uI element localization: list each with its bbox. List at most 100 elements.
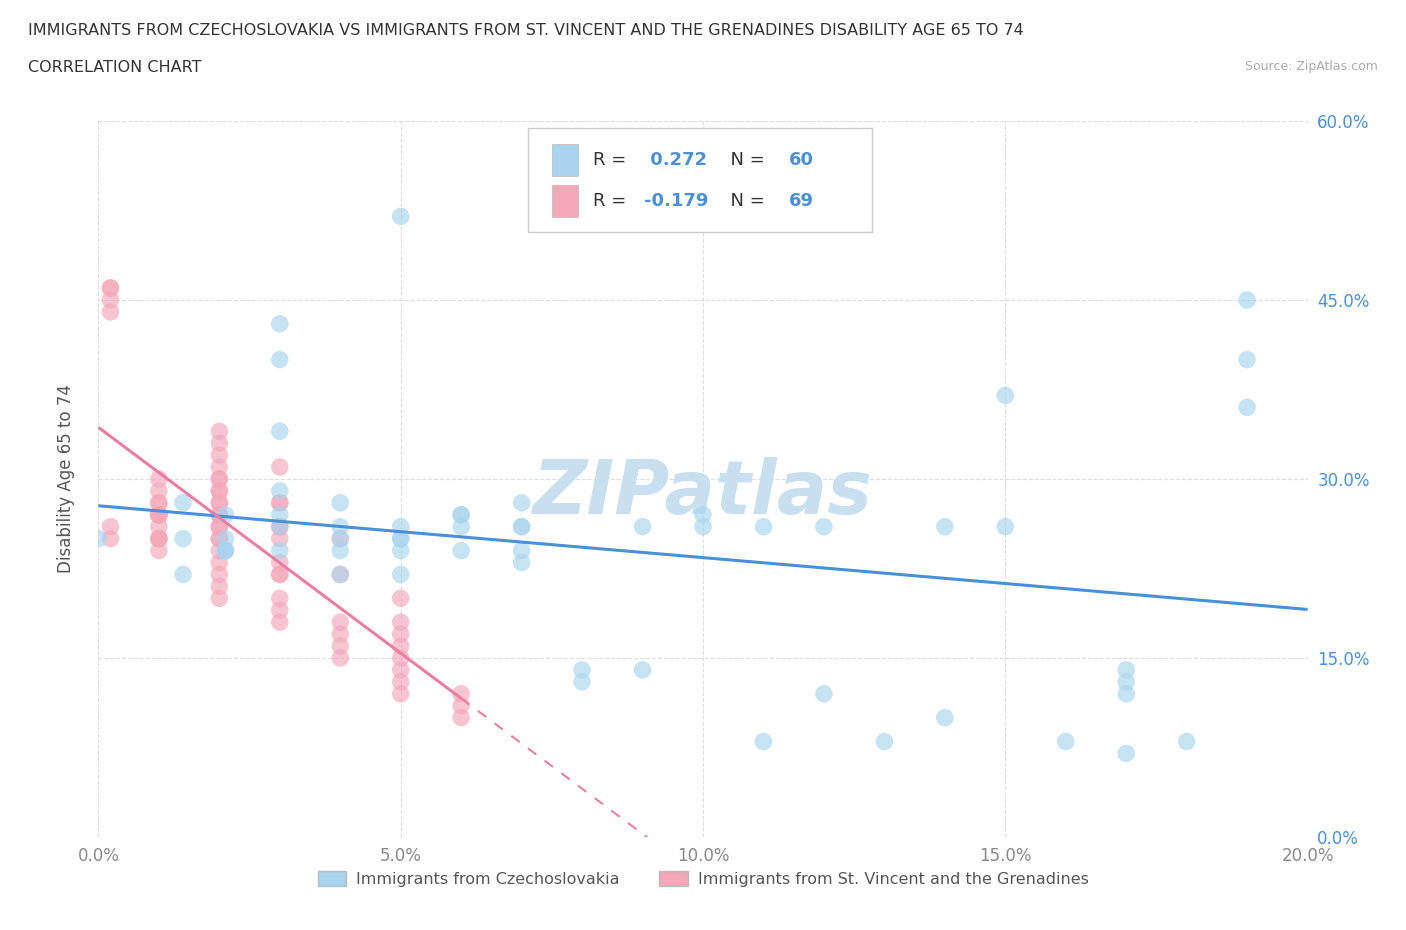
Point — [100, 304, 122, 319]
Point — [87, 531, 110, 546]
FancyBboxPatch shape — [527, 128, 872, 232]
Point — [172, 496, 194, 511]
Point — [208, 591, 231, 605]
Point — [692, 519, 714, 534]
Point — [208, 459, 231, 474]
Point — [208, 567, 231, 582]
Point — [994, 388, 1017, 403]
Point — [389, 651, 412, 666]
Text: IMMIGRANTS FROM CZECHOSLOVAKIA VS IMMIGRANTS FROM ST. VINCENT AND THE GRENADINES: IMMIGRANTS FROM CZECHOSLOVAKIA VS IMMIGR… — [28, 23, 1024, 38]
Point — [510, 543, 533, 558]
Point — [269, 555, 291, 570]
Point — [813, 686, 835, 701]
Point — [214, 543, 236, 558]
Point — [269, 531, 291, 546]
Point — [208, 472, 231, 486]
Point — [269, 567, 291, 582]
Point — [148, 531, 170, 546]
Point — [1115, 746, 1137, 761]
Point — [389, 674, 412, 689]
Text: 60: 60 — [789, 152, 814, 169]
Point — [389, 639, 412, 654]
Point — [100, 281, 122, 296]
Point — [994, 519, 1017, 534]
Point — [450, 543, 472, 558]
Point — [208, 472, 231, 486]
Point — [172, 531, 194, 546]
Point — [1115, 686, 1137, 701]
FancyBboxPatch shape — [551, 185, 578, 218]
Point — [148, 508, 170, 523]
Point — [1236, 400, 1258, 415]
Point — [148, 531, 170, 546]
Point — [100, 519, 122, 534]
Point — [269, 496, 291, 511]
Point — [100, 292, 122, 307]
Point — [510, 519, 533, 534]
Point — [269, 519, 291, 534]
Point — [269, 424, 291, 439]
Point — [208, 447, 231, 462]
Point — [172, 567, 194, 582]
Point — [450, 508, 472, 523]
Point — [148, 496, 170, 511]
Point — [329, 519, 352, 534]
Point — [389, 662, 412, 677]
Point — [148, 531, 170, 546]
Point — [208, 519, 231, 534]
Point — [389, 627, 412, 642]
Text: 0.272: 0.272 — [644, 152, 707, 169]
Point — [1115, 674, 1137, 689]
Point — [269, 567, 291, 582]
Point — [148, 472, 170, 486]
Text: R =: R = — [593, 152, 631, 169]
Point — [100, 281, 122, 296]
Point — [389, 531, 412, 546]
Legend: Immigrants from Czechoslovakia, Immigrants from St. Vincent and the Grenadines: Immigrants from Czechoslovakia, Immigran… — [311, 865, 1095, 894]
Point — [329, 615, 352, 630]
Point — [329, 567, 352, 582]
Point — [1054, 734, 1077, 749]
Text: Source: ZipAtlas.com: Source: ZipAtlas.com — [1244, 60, 1378, 73]
Point — [450, 711, 472, 725]
FancyBboxPatch shape — [551, 144, 578, 177]
Point — [208, 519, 231, 534]
Point — [389, 543, 412, 558]
Point — [329, 567, 352, 582]
Text: -0.179: -0.179 — [644, 193, 709, 210]
Point — [571, 674, 593, 689]
Point — [450, 508, 472, 523]
Point — [631, 662, 654, 677]
Point — [208, 578, 231, 594]
Point — [269, 508, 291, 523]
Point — [329, 531, 352, 546]
Point — [450, 686, 472, 701]
Point — [269, 591, 291, 605]
Point — [329, 651, 352, 666]
Point — [214, 543, 236, 558]
Point — [100, 531, 122, 546]
Point — [510, 555, 533, 570]
Point — [752, 734, 775, 749]
Point — [269, 496, 291, 511]
Point — [752, 519, 775, 534]
Point — [269, 459, 291, 474]
Point — [208, 424, 231, 439]
Point — [148, 484, 170, 498]
Point — [214, 543, 236, 558]
Point — [148, 543, 170, 558]
Point — [148, 496, 170, 511]
Point — [269, 484, 291, 498]
Point — [510, 519, 533, 534]
Point — [389, 615, 412, 630]
Point — [389, 591, 412, 605]
Point — [329, 543, 352, 558]
Text: R =: R = — [593, 193, 631, 210]
Point — [269, 603, 291, 618]
Point — [269, 543, 291, 558]
Text: 69: 69 — [789, 193, 814, 210]
Point — [148, 508, 170, 523]
Point — [329, 639, 352, 654]
Point — [208, 496, 231, 511]
Point — [389, 209, 412, 224]
